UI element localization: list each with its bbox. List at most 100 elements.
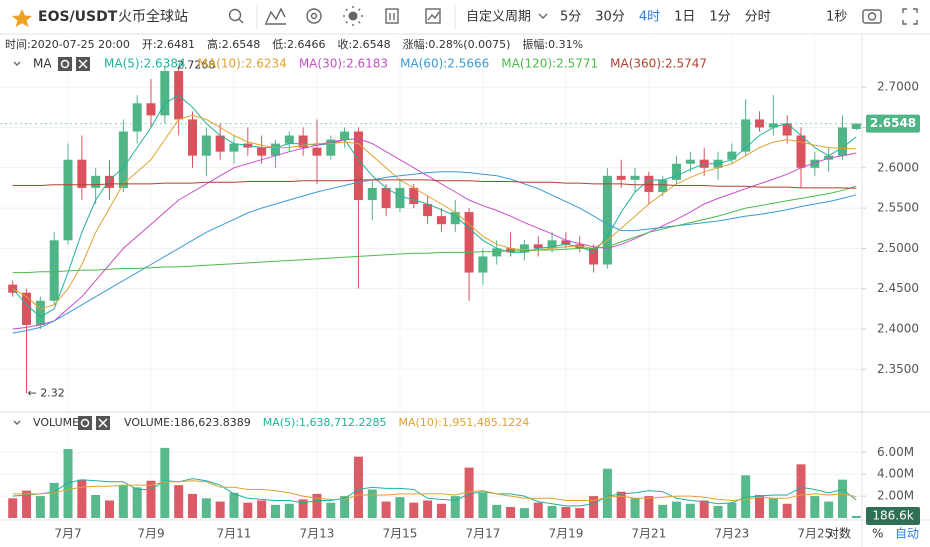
volume-bar: [215, 501, 225, 518]
screenshot-icon[interactable]: [862, 9, 882, 24]
volume-bar: [616, 491, 626, 518]
volume-bar: [506, 507, 516, 518]
collapse-chevron[interactable]: [13, 420, 21, 425]
volume-bar: [257, 500, 267, 518]
candle-body: [796, 135, 806, 168]
period-option[interactable]: 5分: [560, 10, 581, 25]
volume-bar: [326, 502, 336, 518]
period-option[interactable]: 1分: [709, 10, 730, 25]
candle-body: [215, 135, 225, 152]
volume-bar: [284, 503, 294, 518]
period-option[interactable]: 1日: [674, 10, 695, 25]
candle-body: [782, 123, 792, 136]
legend-entry: MA(360):2.5747: [610, 57, 707, 71]
auto-toggle[interactable]: 自动: [895, 527, 919, 541]
volume-bar: [8, 498, 18, 518]
candle-body: [533, 244, 543, 249]
candle-body: [77, 159, 87, 188]
low-annotation: ← 2.32: [28, 386, 65, 399]
volume-bar: [450, 496, 460, 518]
volume-bar: [409, 502, 419, 518]
volume-bar: [630, 498, 640, 518]
ma-line: [12, 114, 857, 310]
volume-bar: [160, 447, 170, 518]
volume-bar: [340, 496, 350, 518]
x-tick-label: 7月21: [631, 527, 666, 541]
volume-bar: [575, 508, 585, 518]
volume-bar: [492, 504, 502, 518]
ma-legend: MA(5):2.6384 MA(10):2.6234 MA(30):2.6183 MA…: [104, 57, 707, 71]
candle-body: [768, 123, 778, 128]
custom-period[interactable]: 自定义周期: [466, 10, 531, 25]
favorite-star[interactable]: [12, 9, 32, 27]
x-tick-label: 7月15: [382, 527, 417, 541]
last-volume: 186.6k: [872, 508, 913, 522]
volume-bar: [464, 467, 474, 518]
indicator-icon[interactable]: [265, 7, 286, 25]
copy-icon[interactable]: [385, 8, 399, 24]
legend-entry: MA(10):2.6234: [198, 57, 287, 71]
y-tick-label: 2.6000: [877, 160, 919, 174]
volume-bars: [8, 447, 861, 518]
candle-body: [8, 284, 18, 293]
ohlc-info: 时间:2020-07-25 20:00: [5, 38, 130, 51]
indicator-close[interactable]: [76, 57, 90, 71]
candle-body: [201, 135, 211, 156]
candle-body: [22, 292, 32, 325]
period-option[interactable]: 分时: [745, 10, 771, 25]
candle-body: [478, 256, 488, 273]
speed[interactable]: 1秒: [826, 10, 847, 25]
symbol: EOS/USDT: [38, 9, 118, 25]
candle-body: [326, 139, 336, 156]
y-tick-label: 4.00M: [877, 467, 914, 481]
ohlc-info: 低:2.6466: [272, 38, 325, 51]
fullscreen-icon[interactable]: [902, 8, 918, 25]
candle-body: [35, 300, 45, 325]
candle-body: [298, 135, 308, 148]
settings-icon[interactable]: [306, 8, 322, 24]
period-option[interactable]: 4时: [639, 10, 660, 25]
candle-body: [838, 127, 847, 156]
indicator-settings[interactable]: [58, 57, 72, 71]
legend-entry: MA(5):1,638,712.2285: [263, 416, 387, 429]
dropdown-chevron[interactable]: [538, 13, 548, 19]
y-tick-label: 2.7000: [877, 80, 919, 94]
candle-body: [270, 143, 280, 156]
volume-bar: [132, 487, 142, 518]
period-list: 5分 30分 4时 1日 1分 分时: [560, 10, 771, 25]
candle-body: [810, 159, 820, 168]
ohlc-info: 高:2.6548: [207, 37, 260, 51]
volume-bar: [782, 503, 792, 518]
indicator-settings[interactable]: [78, 416, 92, 430]
percent-toggle[interactable]: %: [872, 527, 883, 541]
indicator-close[interactable]: [96, 416, 110, 430]
volume-bar: [436, 503, 446, 518]
x-tick-label: 7月13: [300, 527, 335, 541]
chart-type-icon[interactable]: [425, 8, 441, 24]
ohlc-info: 涨幅:0.28%(0.0075): [403, 38, 511, 51]
volume-bar: [146, 480, 156, 518]
volume-bar: [105, 500, 115, 518]
collapse-chevron[interactable]: [13, 61, 21, 66]
x-tick-label: 7月7: [54, 527, 81, 541]
candle-body: [187, 119, 197, 156]
volume-bar: [77, 479, 87, 518]
volume-bar: [243, 502, 253, 518]
volume-bar: [367, 489, 377, 518]
volume-bar: [201, 498, 211, 518]
theme-icon[interactable]: [343, 6, 363, 26]
legend-entry: MA(60):2.5666: [400, 57, 489, 71]
volume-bar: [22, 490, 32, 518]
period-option[interactable]: 30分: [595, 10, 625, 25]
candle-body: [450, 212, 460, 225]
volume-bar: [478, 492, 488, 518]
candle-body: [755, 119, 765, 128]
candle-body: [132, 103, 142, 132]
ohlc-info: 开:2.6481: [142, 38, 195, 51]
volume-bar: [768, 498, 778, 518]
ma-lines: [12, 94, 857, 507]
ma-line: [12, 171, 857, 334]
search-icon[interactable]: [228, 8, 244, 24]
candle-body: [160, 71, 170, 116]
log-toggle[interactable]: 对数: [827, 526, 851, 541]
